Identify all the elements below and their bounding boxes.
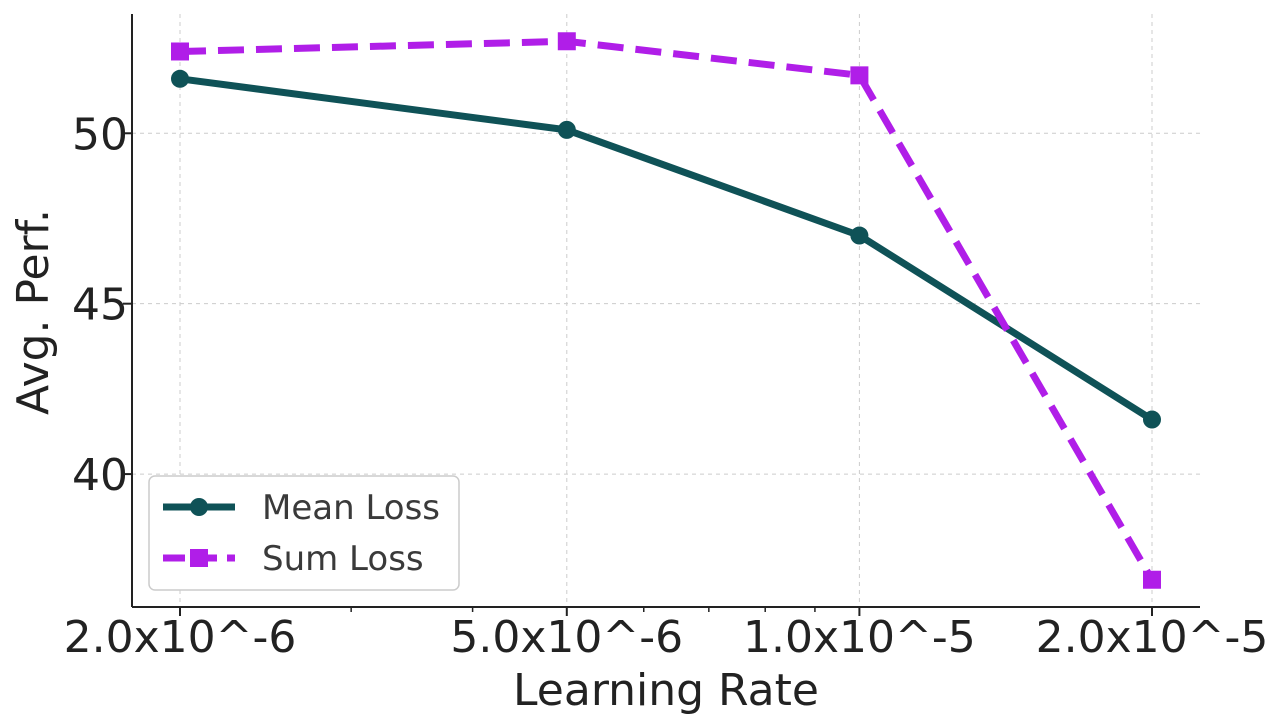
legend-entries: Mean Loss Sum Loss bbox=[163, 488, 440, 579]
data-point bbox=[1143, 570, 1161, 589]
data-point bbox=[1143, 410, 1161, 429]
ticks: 2.0x10^-6 5.0x10^-6 1.0x10^-5 2.0x10^-5 40 45… bbox=[64, 109, 1269, 663]
series-line-2 bbox=[179, 37, 1156, 582]
data-point bbox=[557, 32, 576, 51]
legend: Mean Loss Sum Loss bbox=[148, 475, 460, 591]
x-tick-label: 1.0x10^-5 bbox=[743, 612, 976, 663]
legend-label: Mean Loss bbox=[262, 488, 440, 528]
y-tick-label: 40 bbox=[72, 450, 128, 501]
grid bbox=[132, 14, 1200, 607]
plot-series bbox=[171, 32, 1161, 589]
axes bbox=[131, 14, 1200, 608]
legend-marker bbox=[190, 549, 208, 567]
legend-label: Sum Loss bbox=[262, 539, 424, 579]
y-tick-label: 45 bbox=[72, 280, 128, 331]
y-axis-title: Avg. Perf. bbox=[8, 209, 59, 415]
x-tick-label: 5.0x10^-6 bbox=[450, 612, 683, 663]
x-tick-label: 2.0x10^-5 bbox=[1036, 612, 1269, 663]
series-line-1 bbox=[179, 75, 1154, 423]
data-point bbox=[850, 66, 869, 85]
x-axis-title: Learning Rate bbox=[513, 665, 819, 716]
x-tick-label: 2.0x10^-6 bbox=[64, 612, 297, 663]
legend-marker bbox=[190, 498, 208, 516]
data-point bbox=[171, 69, 189, 88]
y-tick-label: 50 bbox=[72, 109, 128, 160]
data-point bbox=[850, 226, 869, 245]
data-point bbox=[557, 120, 576, 139]
data-point bbox=[171, 42, 189, 61]
